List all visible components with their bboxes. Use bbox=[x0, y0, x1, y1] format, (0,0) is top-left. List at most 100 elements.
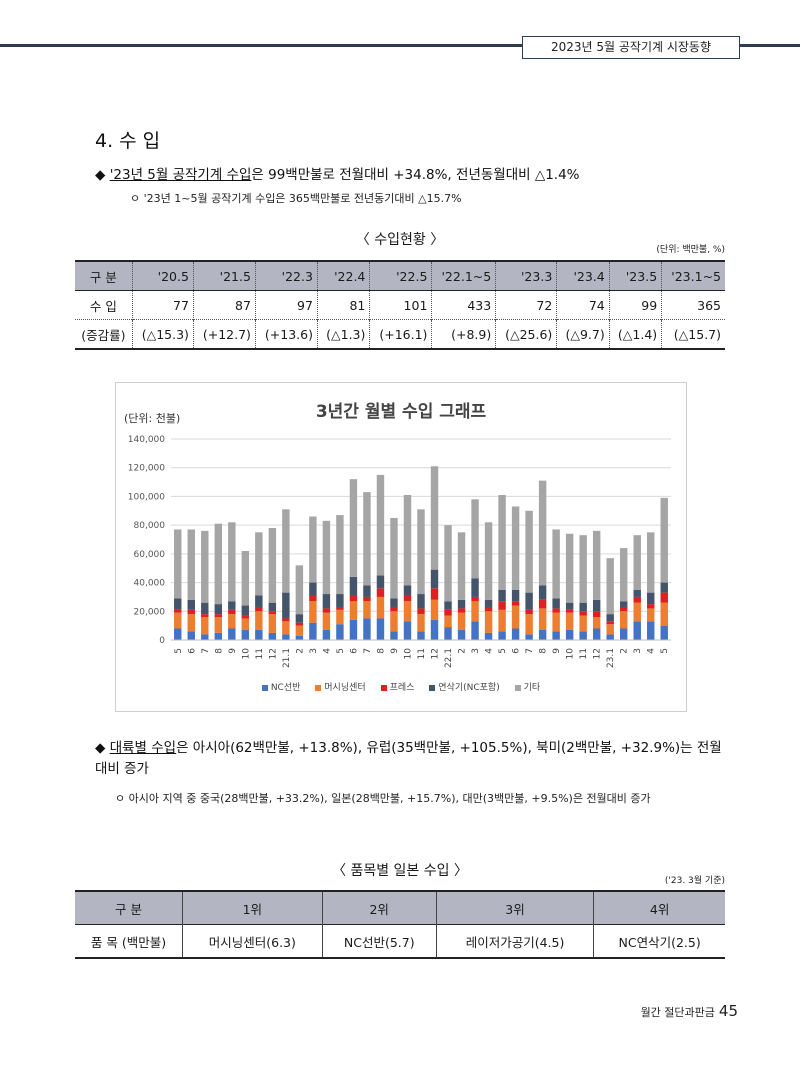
bar-segment bbox=[201, 614, 209, 618]
bar-segment bbox=[201, 530, 209, 603]
x-tick-label: 4 bbox=[647, 648, 657, 654]
bar-segment bbox=[403, 601, 412, 622]
bar-segment bbox=[255, 611, 263, 630]
bar-segment bbox=[633, 596, 641, 603]
x-tick-label: 3 bbox=[309, 648, 319, 654]
bar-segment bbox=[647, 604, 655, 609]
bar-segment bbox=[498, 601, 506, 610]
bar-segment bbox=[390, 631, 398, 640]
bar-segment bbox=[309, 622, 317, 640]
sub-bullet-asia: ㅇ 아시아 지역 중 중국(28백만불, +33.2%), 일본(28백만불, … bbox=[115, 790, 651, 806]
header-rule bbox=[0, 44, 800, 47]
x-tick-label: 2 bbox=[620, 648, 630, 654]
bar-segment bbox=[592, 530, 601, 600]
header-cell: '22.3 bbox=[254, 261, 318, 291]
table-cell: 97 bbox=[254, 290, 318, 320]
x-tick-label: 7 bbox=[525, 648, 535, 654]
bar-segment bbox=[349, 576, 358, 596]
x-tick-label: 9 bbox=[228, 648, 238, 654]
x-tick-label: 9 bbox=[552, 648, 562, 654]
bar-segment bbox=[214, 617, 223, 633]
page-footer: 월간 절단과판금 45 bbox=[641, 1002, 738, 1020]
header-cell: 3위 bbox=[435, 891, 594, 925]
x-tick-label: 8 bbox=[376, 648, 386, 654]
bar-segment bbox=[363, 492, 371, 586]
bar-segment bbox=[241, 629, 250, 640]
header-cell: '23.4 bbox=[556, 261, 610, 291]
bar-segment bbox=[241, 615, 250, 619]
y-tick-label: 100,000 bbox=[128, 492, 165, 502]
bar-segment bbox=[295, 635, 304, 640]
x-tick-label: 11 bbox=[255, 648, 265, 659]
chart-plot: 0 20,000 40,000 60,000 80,000 100,000 120,000 1… bbox=[128, 435, 671, 668]
bar-segment bbox=[268, 611, 277, 615]
table-cell: 77 bbox=[131, 290, 194, 320]
bar-segment bbox=[619, 628, 628, 640]
bar-segment bbox=[309, 582, 317, 596]
bar-segment bbox=[187, 614, 195, 632]
bar-segment bbox=[214, 632, 223, 640]
bar-segment bbox=[484, 522, 493, 600]
bar-segment bbox=[633, 621, 641, 640]
table-cell: (△25.6) bbox=[495, 319, 557, 349]
bar-segment bbox=[174, 598, 182, 610]
bar-segment bbox=[430, 588, 439, 600]
bar-segment bbox=[444, 601, 452, 610]
bar-segment bbox=[565, 533, 574, 603]
bar-segment bbox=[214, 614, 223, 618]
bar-segment bbox=[538, 629, 547, 640]
bar-segment bbox=[228, 601, 236, 610]
bar-segment bbox=[309, 516, 317, 583]
y-tick-label: 80,000 bbox=[134, 521, 166, 531]
x-tick-label: 22.1 bbox=[444, 648, 454, 668]
x-tick-label: 7 bbox=[201, 648, 211, 654]
bar-segment bbox=[430, 599, 439, 620]
table-cell: 99 bbox=[608, 290, 662, 320]
bar-segment bbox=[457, 599, 466, 609]
bar-segment bbox=[525, 592, 533, 610]
x-tick-label: 6 bbox=[187, 648, 197, 654]
bar-segment bbox=[511, 628, 520, 640]
header-cell: '23.5 bbox=[608, 261, 662, 291]
header-cell: 1위 bbox=[182, 891, 323, 925]
table-cell: 레이저가공기(4.5) bbox=[435, 924, 594, 958]
bar-segment bbox=[538, 608, 547, 630]
bar-segment bbox=[471, 578, 479, 597]
table-cell: (△15.3) bbox=[131, 319, 194, 349]
x-tick-label: 12 bbox=[268, 648, 278, 659]
bar-segment bbox=[552, 598, 560, 609]
x-tick-label: 4 bbox=[322, 648, 332, 654]
table-cell: (+16.1) bbox=[369, 319, 432, 349]
bar-segment bbox=[187, 599, 195, 610]
table-cell: (△1.3) bbox=[316, 319, 370, 349]
bar-segment bbox=[565, 629, 574, 640]
circle-bullet-icon: ㅇ bbox=[115, 792, 126, 805]
header-cell: '23.3 bbox=[495, 261, 557, 291]
bar-segment bbox=[309, 595, 317, 602]
x-tick-label: 11 bbox=[579, 648, 589, 659]
x-tick-label: 11 bbox=[417, 648, 427, 659]
bar-segment bbox=[619, 548, 628, 602]
bar-segment bbox=[471, 499, 479, 579]
bar-segment bbox=[201, 617, 209, 635]
bar-segment bbox=[390, 598, 398, 607]
bar-segment bbox=[430, 619, 439, 640]
legend-swatch bbox=[380, 684, 387, 691]
bar-segment bbox=[471, 621, 479, 640]
bar-segment bbox=[255, 532, 263, 596]
bar-segment bbox=[403, 585, 412, 596]
x-tick-label: 6 bbox=[512, 648, 522, 654]
table-unit: ('23. 3월 기준) bbox=[664, 876, 725, 886]
bar-segment bbox=[282, 621, 290, 635]
table-cell: (+12.7) bbox=[192, 319, 256, 349]
y-tick-label: 40,000 bbox=[134, 579, 166, 589]
table-row: 품 목 (백만불) 머시닝센터(6.3) NC선반(5.7) 레이저가공기(4.… bbox=[75, 924, 725, 958]
bar-segment bbox=[552, 608, 560, 613]
bar-segment bbox=[444, 627, 452, 640]
legend-label: 기타 bbox=[523, 683, 541, 693]
bar-segment bbox=[552, 631, 560, 640]
x-tick-label: 3 bbox=[471, 648, 481, 654]
bar-segment bbox=[498, 631, 506, 640]
table-cell: NC연삭기(2.5) bbox=[593, 924, 725, 958]
bar-segment bbox=[538, 585, 547, 600]
